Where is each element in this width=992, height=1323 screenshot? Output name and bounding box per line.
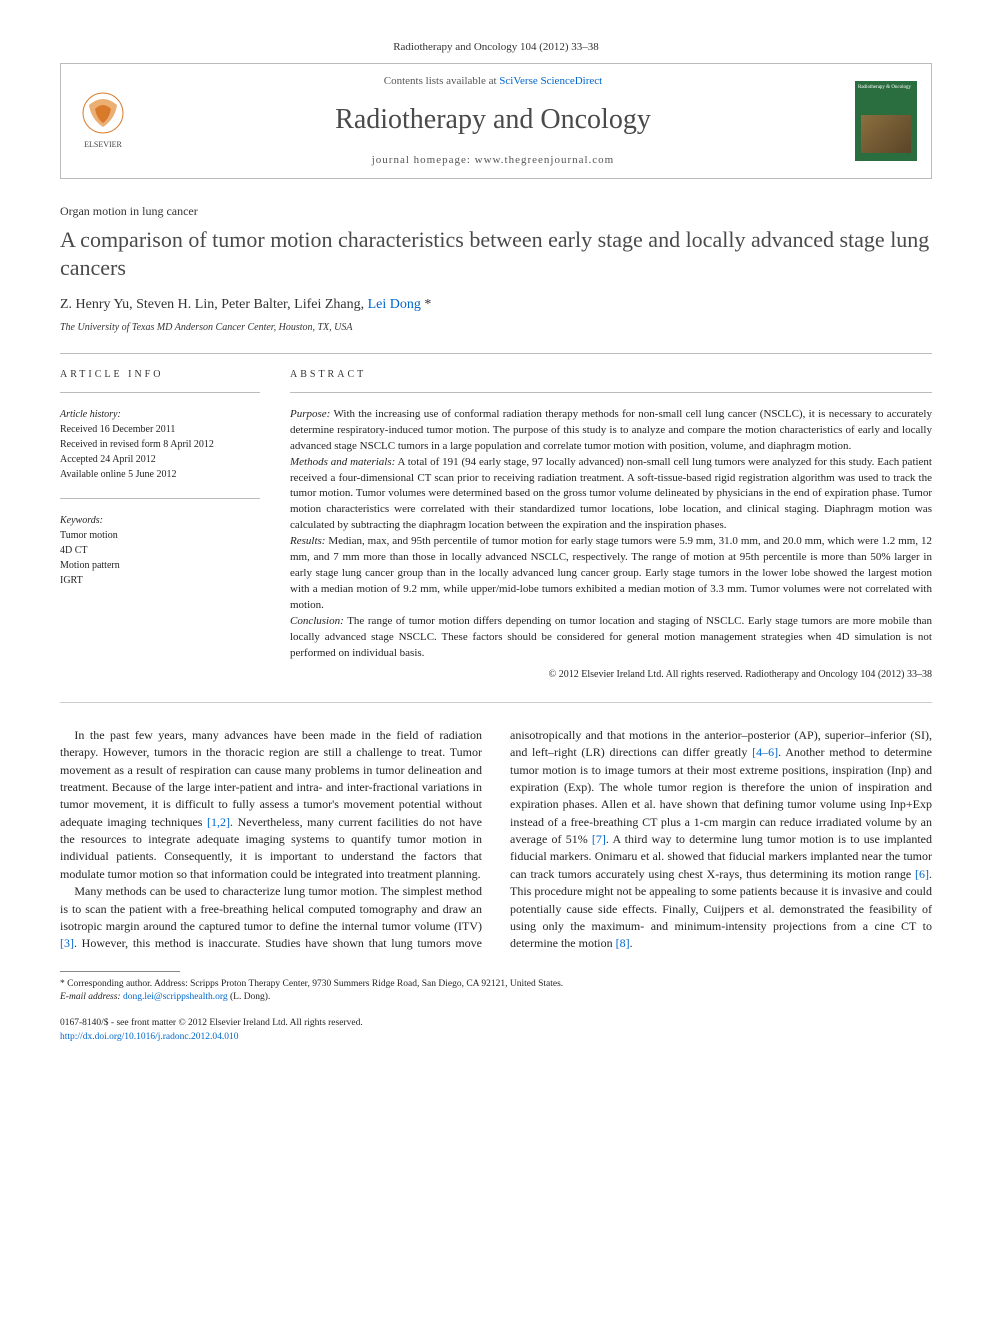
email-label: E-mail address: (60, 992, 123, 1002)
corresponding-author-link[interactable]: Lei Dong (368, 297, 421, 312)
citation-link[interactable]: [8] (616, 936, 630, 950)
body-paragraph: In the past few years, many advances hav… (60, 727, 482, 884)
purpose-text: With the increasing use of conformal rad… (290, 408, 932, 452)
citation-link[interactable]: [3] (60, 936, 74, 950)
homepage-url: www.thegreenjournal.com (475, 154, 615, 166)
abstract-copyright: © 2012 Elsevier Ireland Ltd. All rights … (290, 668, 932, 682)
body-run: . (630, 936, 633, 950)
history-label: Article history: (60, 407, 260, 422)
keyword: 4D CT (60, 543, 260, 558)
section-label: Organ motion in lung cancer (60, 203, 932, 220)
footnotes: * Corresponding author. Address: Scripps… (60, 978, 932, 1004)
journal-cover-thumb: Radiotherapy & Oncology (855, 81, 917, 161)
article-title: A comparison of tumor motion characteris… (60, 226, 932, 281)
footnote-separator (60, 971, 180, 972)
citation-link[interactable]: [4–6] (752, 745, 778, 759)
corr-marker: * (421, 297, 432, 312)
article-history: Article history: Received 16 December 20… (60, 407, 260, 482)
journal-title: Radiotherapy and Oncology (147, 100, 839, 139)
authors-list: Z. Henry Yu, Steven H. Lin, Peter Balter… (60, 297, 368, 312)
email-footnote: E-mail address: dong.lei@scrippshealth.o… (60, 991, 932, 1004)
doi-link[interactable]: http://dx.doi.org/10.1016/j.radonc.2012.… (60, 1032, 238, 1042)
purpose-label: Purpose: (290, 408, 330, 420)
results-label: Results: (290, 535, 325, 547)
abstract-divider (290, 392, 932, 393)
keyword: Tumor motion (60, 528, 260, 543)
conclusion-text: The range of tumor motion differs depend… (290, 615, 932, 659)
citation-link[interactable]: [7] (592, 832, 606, 846)
body-divider (60, 702, 932, 703)
history-line: Received in revised form 8 April 2012 (60, 437, 260, 452)
info-divider (60, 498, 260, 499)
homepage-prefix: journal homepage: (372, 154, 475, 166)
info-abstract-row: article info Article history: Received 1… (60, 368, 932, 682)
journal-header: ELSEVIER Contents lists available at Sci… (60, 63, 932, 179)
info-divider (60, 392, 260, 393)
front-matter-line: 0167-8140/$ - see front matter © 2012 El… (60, 1017, 932, 1030)
email-link[interactable]: dong.lei@scrippshealth.org (123, 992, 228, 1002)
header-center: Contents lists available at SciVerse Sci… (147, 74, 839, 168)
corresponding-footnote: * Corresponding author. Address: Scripps… (60, 978, 932, 991)
citation-link[interactable]: [1,2] (207, 815, 230, 829)
front-matter: 0167-8140/$ - see front matter © 2012 El… (60, 1017, 932, 1044)
methods-label: Methods and materials: (290, 456, 395, 468)
keywords-label: Keywords: (60, 513, 260, 528)
body-run: . Another method to determine tumor moti… (510, 745, 932, 846)
divider (60, 353, 932, 354)
keywords: Keywords: Tumor motion 4D CT Motion patt… (60, 513, 260, 588)
sciencedirect-link[interactable]: SciVerse ScienceDirect (499, 75, 602, 87)
keyword: Motion pattern (60, 558, 260, 573)
body-run: around the captured tumor to define the … (143, 919, 482, 933)
history-line: Received 16 December 2011 (60, 422, 260, 437)
abstract-heading: abstract (290, 368, 932, 382)
abstract-text: Purpose: With the increasing use of conf… (290, 407, 932, 662)
journal-homepage: journal homepage: www.thegreenjournal.co… (147, 153, 839, 168)
history-line: Available online 5 June 2012 (60, 467, 260, 482)
keyword: IGRT (60, 573, 260, 588)
body-text: In the past few years, many advances hav… (60, 727, 932, 953)
affiliation: The University of Texas MD Anderson Canc… (60, 321, 932, 335)
contents-prefix: Contents lists available at (384, 75, 499, 87)
elsevier-logo: ELSEVIER (75, 89, 131, 153)
results-text: Median, max, and 95th percentile of tumo… (290, 535, 932, 611)
cover-label: Radiotherapy & Oncology (858, 85, 914, 91)
journal-reference: Radiotherapy and Oncology 104 (2012) 33–… (60, 40, 932, 55)
article-info: article info Article history: Received 1… (60, 368, 260, 682)
authors: Z. Henry Yu, Steven H. Lin, Peter Balter… (60, 295, 932, 315)
svg-text:ELSEVIER: ELSEVIER (84, 140, 122, 149)
abstract: abstract Purpose: With the increasing us… (290, 368, 932, 682)
info-heading: article info (60, 368, 260, 382)
body-run: In the past few years, many advances hav… (60, 728, 482, 829)
cover-image (861, 115, 911, 153)
history-line: Accepted 24 April 2012 (60, 452, 260, 467)
contents-line: Contents lists available at SciVerse Sci… (147, 74, 839, 89)
conclusion-label: Conclusion: (290, 615, 344, 627)
email-suffix: (L. Dong). (228, 992, 271, 1002)
citation-link[interactable]: [6] (915, 867, 929, 881)
